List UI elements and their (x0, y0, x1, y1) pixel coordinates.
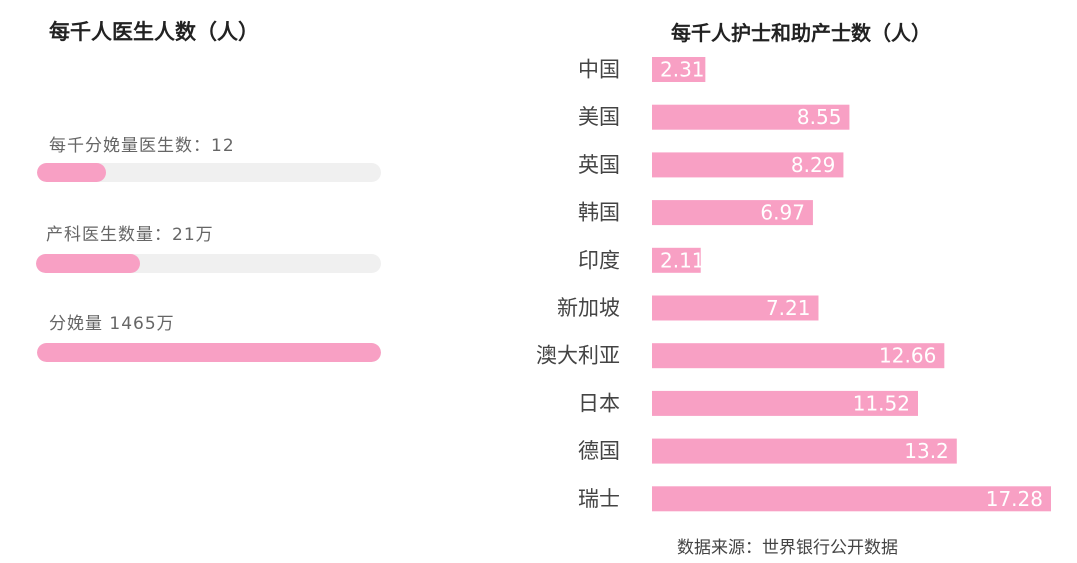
category-label: 瑞士 (578, 487, 620, 511)
category-label: 澳大利亚 (536, 344, 620, 368)
left-panel-title: 每千人医生人数（人） (49, 20, 259, 44)
chart-title: 每千人护士和助产士数（人） (671, 21, 931, 45)
stat-label-doctors-per-thousand-births: 每千分娩量医生数：12 (49, 136, 235, 156)
bar (652, 486, 1051, 512)
progress-track-deliveries (37, 343, 381, 362)
data-source-note: 数据来源：世界银行公开数据 (677, 538, 898, 558)
bar (652, 295, 819, 321)
category-label: 英国 (578, 153, 620, 177)
category-label: 日本 (578, 391, 620, 415)
value-label: 17.28 (986, 487, 1043, 511)
stat-label-deliveries: 分娩量 1465万 (49, 314, 175, 334)
value-label: 2.11 (660, 248, 705, 272)
bar (652, 247, 701, 273)
bar (652, 104, 850, 130)
category-label: 印度 (578, 248, 620, 272)
stat-label-obstetricians-count: 产科医生数量：21万 (46, 225, 214, 245)
bar (652, 200, 813, 226)
value-label: 12.66 (879, 344, 936, 368)
bar (652, 152, 844, 178)
category-label: 新加坡 (557, 296, 620, 320)
category-label: 韩国 (578, 201, 620, 225)
bar (652, 57, 706, 82)
value-label: 7.21 (766, 296, 811, 320)
category-label: 中国 (578, 58, 620, 82)
value-label: 13.2 (904, 439, 949, 463)
category-label: 德国 (578, 439, 620, 463)
bar (652, 390, 918, 416)
progress-fill-doctors-per-thousand-births (37, 163, 106, 182)
value-label: 8.29 (791, 153, 836, 177)
progress-fill-obstetricians-count (36, 254, 140, 273)
value-label: 2.31 (660, 58, 705, 82)
progress-track-obstetricians-count (36, 254, 381, 273)
category-label: 美国 (578, 105, 620, 129)
progress-fill-deliveries (37, 343, 381, 362)
bar (652, 343, 945, 369)
value-label: 6.97 (760, 201, 805, 225)
progress-track-doctors-per-thousand-births (37, 163, 381, 182)
value-label: 11.52 (853, 391, 910, 415)
bar (652, 438, 957, 464)
value-label: 8.55 (797, 105, 842, 129)
